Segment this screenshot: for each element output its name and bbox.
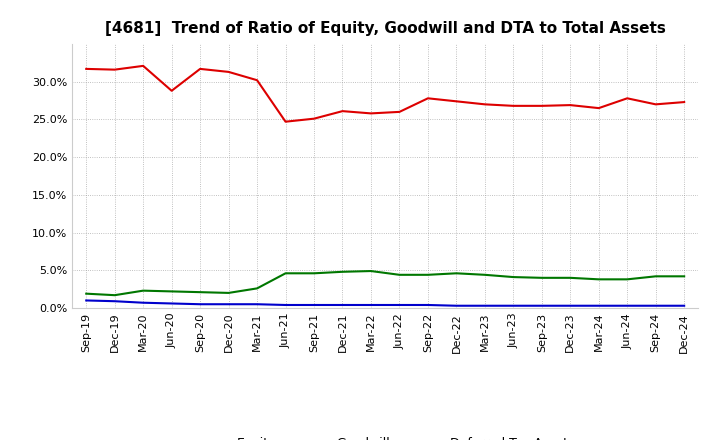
Deferred Tax Assets [338, 269, 347, 275]
Deferred Tax Assets [253, 286, 261, 291]
Deferred Tax Assets [452, 271, 461, 276]
Goodwill [566, 303, 575, 308]
Deferred Tax Assets [110, 293, 119, 298]
Goodwill [253, 301, 261, 307]
Equity [110, 67, 119, 72]
Equity [566, 103, 575, 108]
Deferred Tax Assets [537, 275, 546, 280]
Equity [680, 99, 688, 105]
Goodwill [225, 301, 233, 307]
Deferred Tax Assets [282, 271, 290, 276]
Goodwill [338, 302, 347, 308]
Equity [167, 88, 176, 93]
Deferred Tax Assets [509, 275, 518, 280]
Title: [4681]  Trend of Ratio of Equity, Goodwill and DTA to Total Assets: [4681] Trend of Ratio of Equity, Goodwil… [105, 21, 665, 36]
Deferred Tax Assets [139, 288, 148, 293]
Goodwill [480, 303, 489, 308]
Deferred Tax Assets [366, 268, 375, 274]
Deferred Tax Assets [680, 274, 688, 279]
Equity [537, 103, 546, 109]
Goodwill [537, 303, 546, 308]
Deferred Tax Assets [395, 272, 404, 278]
Equity [253, 77, 261, 83]
Line: Deferred Tax Assets: Deferred Tax Assets [86, 271, 684, 295]
Equity [509, 103, 518, 109]
Deferred Tax Assets [480, 272, 489, 278]
Deferred Tax Assets [310, 271, 318, 276]
Equity [452, 99, 461, 104]
Equity [82, 66, 91, 72]
Equity [623, 95, 631, 101]
Goodwill [139, 300, 148, 305]
Goodwill [196, 301, 204, 307]
Deferred Tax Assets [225, 290, 233, 296]
Goodwill [623, 303, 631, 308]
Goodwill [366, 302, 375, 308]
Goodwill [509, 303, 518, 308]
Equity [196, 66, 204, 72]
Deferred Tax Assets [623, 277, 631, 282]
Equity [595, 106, 603, 111]
Goodwill [680, 303, 688, 308]
Goodwill [595, 303, 603, 308]
Equity [310, 116, 318, 121]
Goodwill [282, 302, 290, 308]
Goodwill [310, 302, 318, 308]
Equity [480, 102, 489, 107]
Deferred Tax Assets [167, 289, 176, 294]
Deferred Tax Assets [595, 277, 603, 282]
Equity [652, 102, 660, 107]
Deferred Tax Assets [196, 290, 204, 295]
Goodwill [452, 303, 461, 308]
Equity [282, 119, 290, 125]
Equity [338, 109, 347, 114]
Deferred Tax Assets [566, 275, 575, 280]
Equity [366, 111, 375, 116]
Legend: Equity, Goodwill, Deferred Tax Assets: Equity, Goodwill, Deferred Tax Assets [191, 432, 580, 440]
Line: Goodwill: Goodwill [86, 301, 684, 306]
Goodwill [395, 302, 404, 308]
Line: Equity: Equity [86, 66, 684, 122]
Deferred Tax Assets [652, 274, 660, 279]
Goodwill [110, 299, 119, 304]
Deferred Tax Assets [423, 272, 432, 278]
Goodwill [82, 298, 91, 303]
Equity [423, 95, 432, 101]
Goodwill [652, 303, 660, 308]
Goodwill [167, 301, 176, 306]
Deferred Tax Assets [82, 291, 91, 296]
Equity [225, 69, 233, 74]
Goodwill [423, 302, 432, 308]
Equity [139, 63, 148, 69]
Equity [395, 109, 404, 114]
